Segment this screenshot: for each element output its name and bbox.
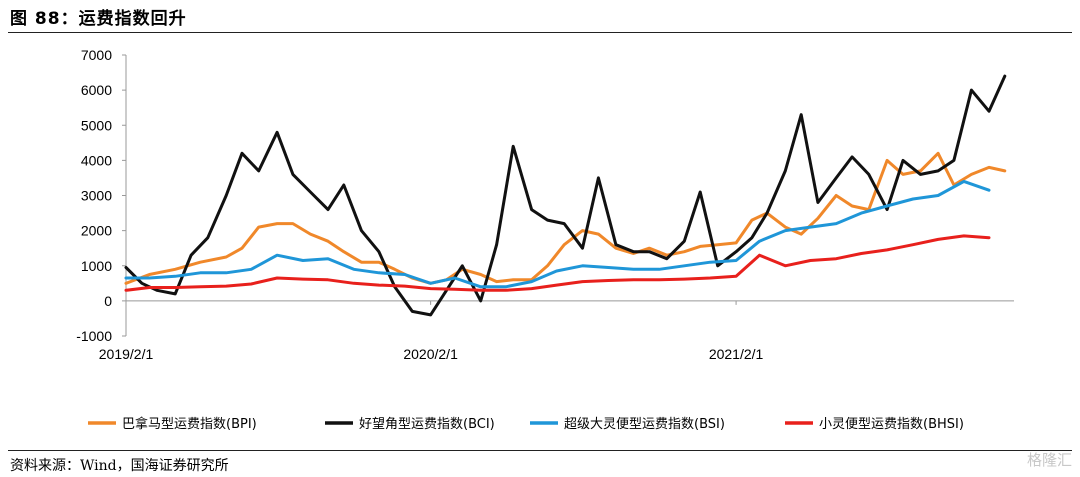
- y-tick-label: 4000: [81, 152, 112, 168]
- y-axis-ticks: -1000 0 1000 2000 3000 4000 5000 6000 7000: [76, 47, 126, 344]
- y-tick-label: 3000: [81, 188, 112, 204]
- x-tick-label: 2020/2/1: [403, 346, 458, 362]
- x-tick-label: 2021/2/1: [709, 346, 764, 362]
- y-tick-label: 7000: [81, 47, 112, 63]
- y-tick-label: 2000: [81, 223, 112, 239]
- figure-title: 图 88：运费指数回升: [10, 9, 187, 29]
- y-tick-label: 0: [104, 293, 112, 309]
- legend-label-0: 巴拿马型运费指数(BPI): [122, 416, 257, 432]
- series-lines: [124, 74, 1007, 317]
- x-tick-label: 2019/2/1: [99, 346, 154, 362]
- legend-label-2: 超级大灵便型运费指数(BSI): [564, 417, 725, 432]
- y-tick-label: 6000: [81, 82, 112, 98]
- legend-label-1: 好望角型运费指数(BCI): [359, 416, 495, 432]
- series-line-3: [124, 234, 991, 292]
- y-tick-label: 1000: [81, 258, 112, 274]
- y-tick-label: -1000: [76, 328, 112, 344]
- series-line-2: [124, 179, 991, 289]
- freight-index-line-chart: -1000 0 1000 2000 3000 4000 5000 6000 7000 2019/…: [76, 47, 1014, 432]
- bottom-rule: [8, 450, 1072, 451]
- chart-legend: 巴拿马型运费指数(BPI) 好望角型运费指数(BCI) 超级大灵便型运费指数(BSI…: [88, 416, 964, 432]
- series-line-1: [124, 74, 1007, 317]
- x-axis-ticks: 2019/2/1 2020/2/1 2021/2/1: [99, 300, 764, 362]
- legend-label-3: 小灵便型运费指数(BHSI): [819, 417, 964, 432]
- series-line-0: [124, 151, 1007, 285]
- source-note: 资料来源：Wind，国海证券研究所: [10, 458, 229, 474]
- top-rule: [8, 32, 1072, 33]
- watermark-logo: 格隆汇: [1026, 451, 1072, 469]
- y-tick-label: 5000: [81, 117, 112, 133]
